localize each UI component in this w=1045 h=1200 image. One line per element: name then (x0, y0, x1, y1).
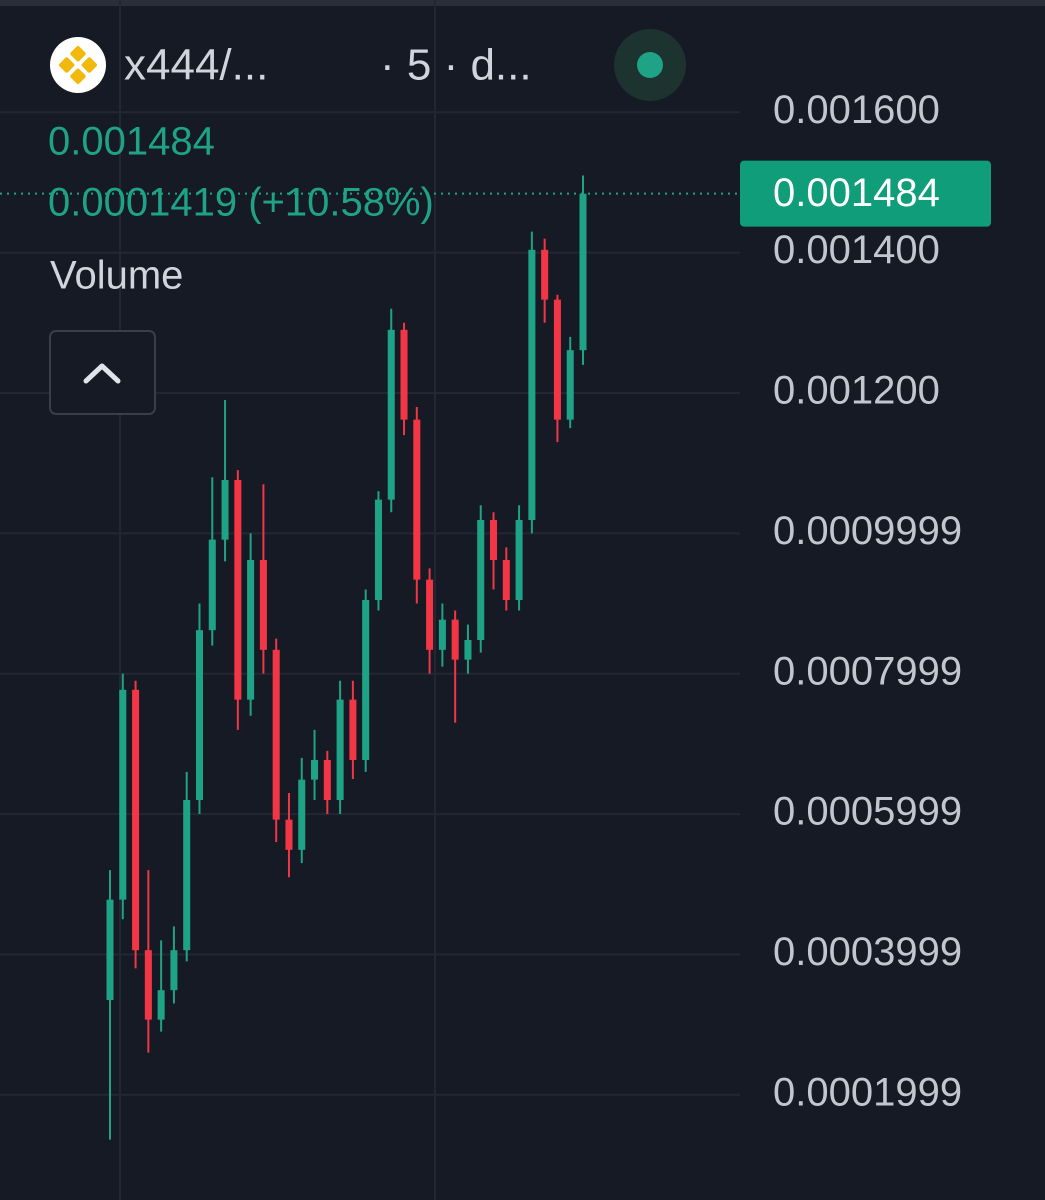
status-dot (637, 52, 663, 78)
chevron-up (83, 363, 121, 384)
candle-body (541, 249, 549, 300)
candle-body (553, 299, 561, 420)
header-price: 0.001484 (48, 120, 215, 164)
candle-body (489, 520, 498, 560)
candle-body (285, 819, 293, 850)
candle-body (119, 689, 127, 900)
candle-body (451, 619, 459, 660)
y-tick-label: 0.0001999 (773, 1070, 962, 1114)
overlay: 0.001484 (0, 160, 991, 227)
grid: 0.001600 0.001400 0.001200 0.0009999 0.00079… (0, 88, 962, 1114)
candle-body (387, 329, 395, 500)
candle-body (426, 579, 434, 650)
candle-body (259, 560, 267, 650)
candle-body (247, 560, 255, 700)
candle-body (362, 600, 370, 760)
y-tick-label: 0.001600 (773, 88, 940, 132)
candle-body (336, 699, 344, 800)
candle-body (170, 950, 178, 991)
y-tick-label: 0.001200 (773, 369, 940, 413)
y-tick-label: 0.0007999 (773, 649, 962, 693)
coin-logo (59, 46, 97, 84)
header-change: 0.0001419 (+10.58%) (48, 181, 434, 225)
candle-body (157, 990, 165, 1020)
candle-body (272, 649, 280, 820)
candle-body (464, 640, 472, 660)
candle-body (438, 619, 446, 650)
candle-body (477, 520, 485, 640)
candle-body (298, 779, 306, 850)
candle-body (579, 193, 587, 351)
top-border (0, 0, 1045, 6)
candle-body (374, 499, 382, 600)
candle-body (400, 329, 408, 420)
candle-body (144, 950, 152, 1020)
last-price-label: 0.001484 (773, 171, 940, 215)
candle-body (566, 350, 574, 420)
candles (106, 175, 587, 1140)
candle-body (221, 480, 229, 540)
last-price-box (740, 160, 991, 227)
symbol: x444/... (124, 41, 268, 90)
candle-body (311, 760, 319, 780)
y-tick-label: 0.0003999 (773, 930, 962, 974)
candle-body (132, 689, 140, 951)
y-tick-label: 0.0009999 (773, 509, 962, 553)
candle-body (349, 699, 357, 760)
candle-body (183, 800, 191, 951)
candle-body (515, 520, 523, 600)
candle-body (208, 539, 216, 631)
candle-body (234, 480, 242, 700)
candle-body (528, 249, 536, 520)
candle-body (502, 560, 510, 600)
coin-icon (50, 37, 106, 93)
indicator-label: Volume (50, 254, 183, 298)
y-tick-label: 0.0005999 (773, 790, 962, 834)
interval: · 5 · d... (380, 41, 532, 90)
y-tick-label: 0.001400 (773, 228, 940, 272)
collapse-button[interactable] (49, 330, 156, 415)
candle-body (195, 630, 204, 800)
candle-body (106, 899, 114, 1000)
candle-body (413, 419, 421, 580)
candle-body (323, 760, 331, 800)
header: x444/... · 5 · d... 0.001484 0.0001419 (… (48, 29, 686, 415)
